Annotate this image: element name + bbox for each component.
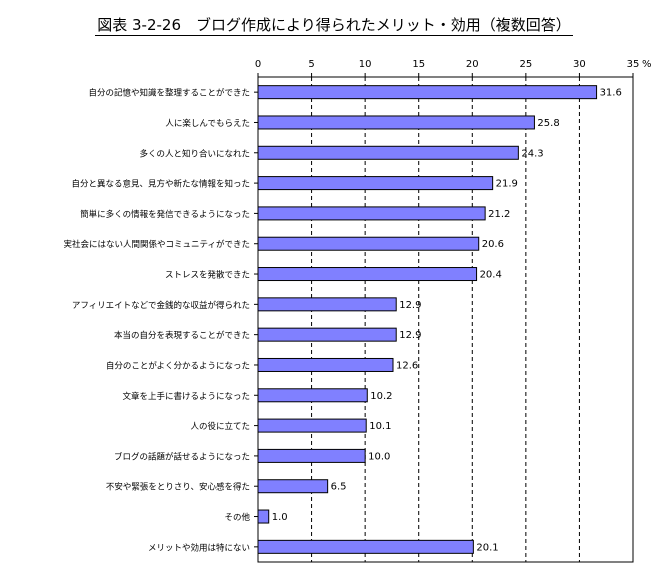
value-label: 6.5: [331, 482, 347, 493]
bar: [257, 418, 367, 433]
value-label: 10.2: [370, 391, 392, 402]
value-label: 10.1: [369, 421, 391, 432]
value-label: 20.4: [480, 270, 502, 281]
unit-label: %: [642, 59, 652, 70]
bar: [257, 327, 397, 342]
category-label: 自分のことがよく分かるようになった: [106, 360, 250, 371]
category-label: 実社会にはない人間関係やコミュニティができた: [64, 239, 251, 250]
bar: [257, 267, 478, 282]
bar: [257, 539, 474, 554]
bar: [257, 206, 486, 221]
value-label: 21.9: [496, 179, 518, 190]
category-label: 自分の記憶や知識を整理することができた: [88, 88, 250, 99]
category-label: 文章を上手に書けるようになった: [122, 391, 250, 402]
chart-title: 図表 3-2-26 ブログ作成により得られたメリット・効用（複数回答）: [0, 14, 668, 36]
plot-frame: [257, 76, 634, 563]
value-label: 12.9: [399, 330, 421, 341]
value-label: 12.6: [396, 360, 418, 371]
category-label: ストレスを発散できた: [165, 270, 250, 281]
value-label: 20.6: [482, 239, 504, 250]
value-label: 25.8: [537, 118, 559, 129]
value-label: 31.6: [600, 88, 622, 99]
value-label: 24.3: [521, 148, 543, 159]
bar: [257, 176, 494, 191]
category-label: 人に楽しんでもらえた: [165, 118, 250, 129]
x-tick-label: 5: [308, 59, 314, 70]
category-label: 人の役に立てた: [190, 421, 250, 432]
bar: [257, 357, 394, 372]
bar: [257, 297, 397, 312]
value-label: 10.0: [368, 451, 390, 462]
x-tick-label: 20: [466, 59, 479, 70]
x-tick-label: 10: [359, 59, 372, 70]
value-label: 20.1: [476, 542, 498, 553]
category-label: 自分と異なる意見、見方や新たな情報を知った: [71, 179, 250, 190]
x-tick-label: 15: [412, 59, 425, 70]
category-label: アフィリエイトなどで金銭的な収益が得られた: [72, 300, 250, 311]
bar: [257, 509, 270, 524]
bar: [257, 388, 368, 403]
bar: [257, 85, 598, 100]
category-label: 不安や緊張をとりさり、安心感を得た: [106, 482, 250, 493]
category-label: メリットや効用は特にない: [148, 542, 250, 553]
bar: [257, 479, 329, 494]
x-tick-label: 30: [573, 59, 586, 70]
category-label: 多くの人と知り合いになれた: [139, 148, 250, 159]
category-label: 簡単に多くの情報を発信できるようになった: [80, 209, 250, 220]
bar: [257, 236, 480, 251]
bar: [257, 115, 535, 130]
value-label: 1.0: [272, 512, 288, 523]
bar: [257, 448, 366, 463]
x-tick-label: 25: [519, 59, 532, 70]
value-label: 21.2: [488, 209, 510, 220]
bar: [257, 145, 519, 160]
chart-title-text: 図表 3-2-26 ブログ作成により得られたメリット・効用（複数回答）: [95, 16, 573, 36]
x-tick-label: 0: [255, 59, 261, 70]
category-label: 本当の自分を表現することができた: [114, 330, 250, 341]
value-label: 12.9: [399, 300, 421, 311]
category-label: ブログの話題が話せるようになった: [114, 451, 250, 462]
x-tick-label: 35: [627, 59, 640, 70]
category-label: その他: [224, 512, 250, 523]
